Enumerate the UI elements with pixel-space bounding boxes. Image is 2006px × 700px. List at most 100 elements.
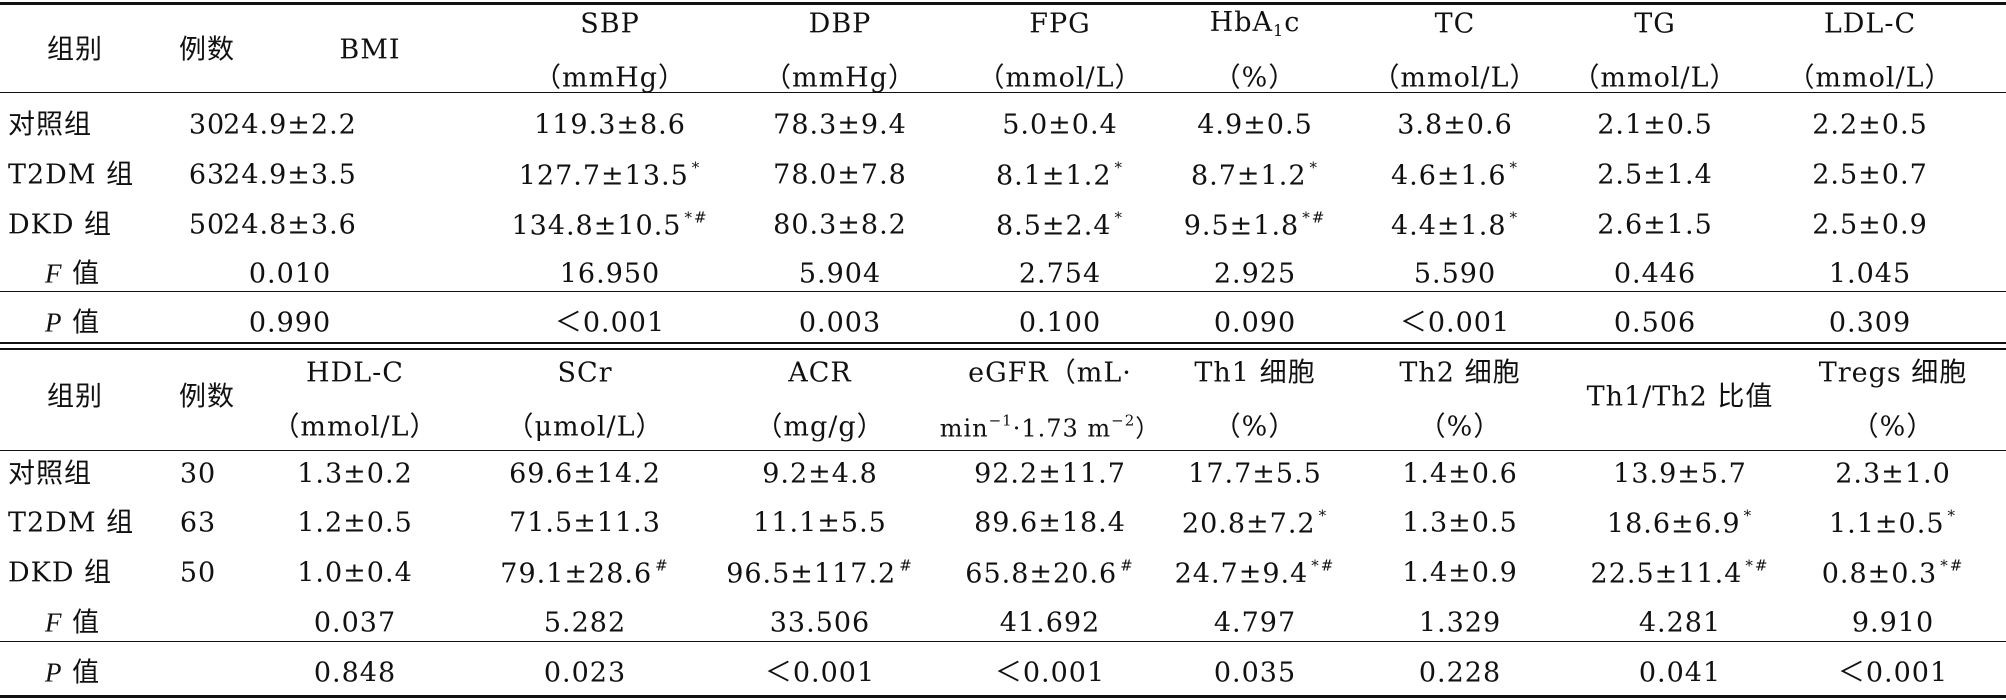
- significance-mark: *: [1114, 208, 1125, 227]
- t2-f-label-symbol: F: [45, 607, 63, 638]
- t1-value-cell: 24.8±3.6: [223, 212, 357, 239]
- t2-header-9: Tregs 细胞: [1819, 360, 1968, 387]
- t2-header-3-text: SCr: [557, 357, 613, 389]
- t1-p-value-text: ＜0.001: [554, 307, 666, 339]
- t2-f-value: 4.281: [1639, 610, 1721, 637]
- t2-header-5: eGFR（mL·: [968, 360, 1132, 387]
- t1-f-value: 0.446: [1614, 261, 1696, 288]
- significance-mark: *: [1509, 158, 1520, 177]
- t1-header-4: DBP: [809, 11, 872, 38]
- t2-unit-egfr: min−1·1.73 m−2）: [939, 411, 1161, 443]
- t1-header-4-text: DBP: [808, 8, 872, 40]
- t2-value-cell-text: 18.6±6.9: [1606, 508, 1741, 540]
- t1-f-value: 1.045: [1829, 261, 1911, 288]
- t2-header-9-text: Tregs 细胞: [1818, 357, 1968, 389]
- t1-p-value: 0.309: [1829, 310, 1911, 337]
- t2-group-label: DKD 组: [8, 560, 112, 587]
- t2-f-value: 5.282: [544, 610, 626, 637]
- t1-value-cell-text: 127.7±13.5: [518, 160, 689, 192]
- t1-header-8-text: TG: [1634, 8, 1676, 40]
- t2-value-cell: 89.6±18.4: [974, 510, 1126, 537]
- t1-value-cell-text: 2.5±1.4: [1597, 159, 1713, 191]
- t2-unit-1: （μmol/L）: [506, 414, 663, 441]
- t2-value-cell: 71.5±11.3: [509, 510, 661, 537]
- t1-header-3: SBP: [580, 11, 640, 38]
- t2-value-cell: 1.3±0.2: [297, 461, 413, 488]
- t1-header-5-text: FPG: [1029, 8, 1091, 40]
- t1-header-9: LDL-C: [1824, 11, 1916, 38]
- t1-value-cell: 2.5±0.7: [1812, 162, 1928, 189]
- t1-header-7-text: TC: [1434, 8, 1476, 40]
- mid-rule-1: [0, 342, 2006, 344]
- t2-header-0: 组别: [47, 384, 103, 411]
- t1-header-7: TC: [1435, 11, 1476, 38]
- t2-header-5-text: eGFR（mL·: [968, 357, 1132, 389]
- t1-value-cell-text: 2.1±0.5: [1597, 109, 1713, 141]
- t1-header-8: TG: [1634, 11, 1676, 38]
- t2-value-cell-text: 0.8±0.3: [1821, 558, 1938, 590]
- t2-value-cell: 2.3±1.0: [1835, 461, 1951, 488]
- t1-f-value-text: 1.045: [1828, 258, 1912, 290]
- t2-f-value-text: 41.692: [999, 607, 1101, 639]
- t1-value-cell-text: 24.9±3.5: [223, 159, 357, 191]
- t2-header-4: ACR: [788, 360, 852, 387]
- t1-n-cell-text: 30: [188, 109, 226, 141]
- t1-value-cell: 3.8±0.6: [1397, 112, 1513, 139]
- t2-value-cell: 11.1±5.5: [753, 510, 887, 537]
- egfr-unit-part: −2: [1111, 411, 1136, 430]
- t1-f-label: F 值: [45, 258, 101, 290]
- t1-value-cell: 4.4±1.8 *: [1391, 208, 1520, 240]
- stat-rule-2: [0, 641, 2006, 642]
- hba-text: HbA: [1209, 7, 1274, 38]
- t1-unit-3: （%）: [1214, 65, 1297, 92]
- t2-p-value-text: 0.035: [1213, 657, 1297, 689]
- top-rule: [0, 2, 2006, 5]
- t2-value-cell: 18.6±6.9 *: [1606, 506, 1754, 540]
- t1-value-cell-text: 8.5±2.4: [995, 210, 1112, 242]
- significance-mark: *: [1743, 506, 1754, 525]
- t2-p-value: ＜0.001: [765, 660, 875, 687]
- t1-n-cell-text: 50: [188, 209, 226, 241]
- t2-p-value: 0.848: [314, 660, 396, 687]
- t2-header-1: 例数: [179, 384, 235, 411]
- t2-value-cell: 1.0±0.4: [297, 560, 413, 587]
- stat-rule: [0, 291, 2006, 292]
- t1-p-value-text: 0.309: [1828, 307, 1912, 339]
- t1-p-value: ＜0.001: [1400, 310, 1510, 337]
- t2-p-value: 0.228: [1419, 660, 1501, 687]
- t1-unit-5: （mmol/L）: [1572, 65, 1737, 92]
- t1-f-value: 16.950: [560, 261, 660, 288]
- t1-value-cell-text: 3.8±0.6: [1397, 109, 1513, 141]
- t2-unit-0: （mmol/L）: [272, 414, 437, 441]
- t1-unit-1: （mmHg）: [764, 65, 916, 92]
- t2-group-label-text: T2DM 组: [8, 507, 135, 539]
- significance-mark: *#: [1745, 556, 1770, 575]
- t1-value-cell: 127.7±13.5 *: [518, 160, 702, 192]
- t2-p-value: 0.041: [1639, 660, 1721, 687]
- t1-p-value: 0.100: [1019, 310, 1101, 337]
- t1-f-value-text: 0.010: [248, 258, 332, 290]
- t2-unit-0-text: （mmol/L）: [272, 411, 438, 443]
- t2-f-value-text: 4.281: [1638, 607, 1722, 639]
- significance-mark: *#: [684, 208, 709, 227]
- t2-value-cell-text: 92.2±11.7: [974, 458, 1126, 490]
- egfr-unit-part: ·1.73 m: [1012, 414, 1112, 443]
- t2-value-cell-text: 65.8±20.6: [965, 558, 1118, 590]
- t2-group-label-text: DKD 组: [8, 557, 113, 589]
- t1-group-label-text: DKD 组: [8, 209, 113, 241]
- t2-value-cell-text: 22.5±11.4: [1590, 558, 1743, 590]
- t2-p-value-text: 0.228: [1418, 657, 1502, 689]
- t2-value-cell: 1.4±0.9: [1402, 560, 1518, 587]
- significance-mark: *: [1947, 506, 1958, 525]
- t1-value-cell: 2.5±0.9: [1812, 212, 1928, 239]
- t1-value-cell: 78.0±7.8: [773, 162, 907, 189]
- t1-f-label-suffix: 值: [62, 258, 101, 290]
- t2-header-2-text: HDL-C: [306, 357, 404, 389]
- t1-p-value-text: ＜0.001: [1399, 307, 1511, 339]
- egfr-unit-part: min: [939, 414, 989, 443]
- t1-unit-2-text: （mmol/L）: [977, 62, 1143, 94]
- t1-value-cell: 24.9±3.5: [223, 162, 357, 189]
- significance-mark: *: [1509, 208, 1520, 227]
- t1-p-value-text: 0.090: [1213, 307, 1297, 339]
- t1-value-cell-text: 24.9±2.2: [223, 109, 357, 141]
